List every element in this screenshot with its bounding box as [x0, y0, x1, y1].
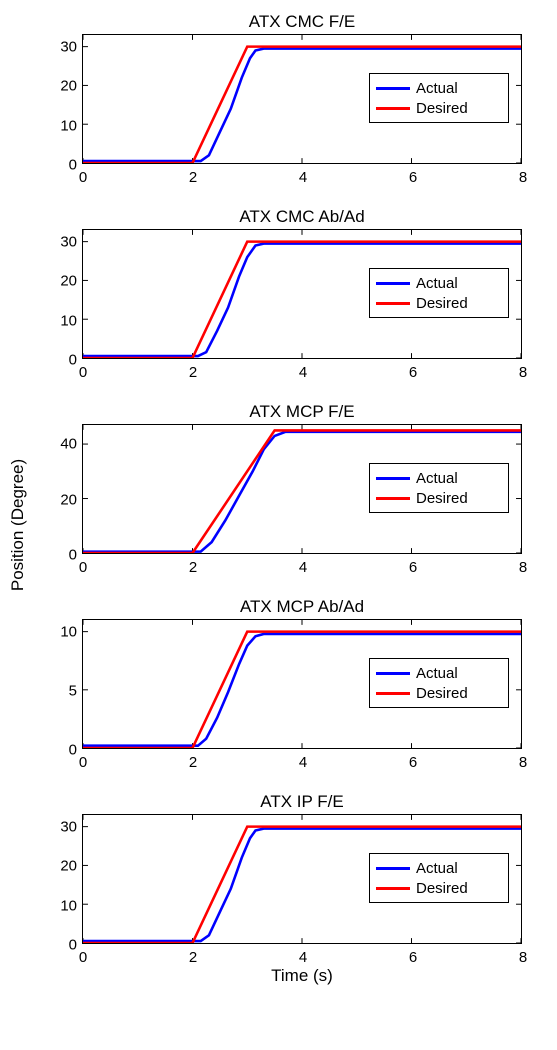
legend: Actual Desired: [369, 73, 509, 123]
legend-row: Actual: [376, 663, 502, 683]
figure: Position (Degree) ATX CMC F/E01020300246…: [0, 0, 557, 1050]
xtick-label: 6: [409, 949, 417, 966]
legend-label: Desired: [416, 685, 468, 702]
legend: Actual Desired: [369, 853, 509, 903]
ytick-label: 5: [69, 682, 77, 699]
panel-2: ATX MCP F/E0204002468ActualDesired: [82, 402, 522, 554]
xtick-label: 2: [189, 364, 197, 381]
legend-label: Desired: [416, 880, 468, 897]
ytick-label: 20: [60, 78, 77, 95]
xtick-label: 2: [189, 754, 197, 771]
legend-label: Desired: [416, 100, 468, 117]
legend-row: Desired: [376, 488, 502, 508]
ytick-label: 40: [60, 436, 77, 453]
xtick-label: 0: [79, 364, 87, 381]
legend-label: Actual: [416, 470, 458, 487]
xtick-label: 4: [299, 949, 307, 966]
legend-swatch: [376, 87, 410, 90]
legend-swatch: [376, 497, 410, 500]
xtick-label: 8: [519, 559, 527, 576]
panel-title: ATX CMC Ab/Ad: [82, 207, 522, 227]
legend-swatch: [376, 692, 410, 695]
xtick-label: 4: [299, 559, 307, 576]
legend-row: Actual: [376, 858, 502, 878]
legend-swatch: [376, 107, 410, 110]
ytick-label: 10: [60, 623, 77, 640]
legend-label: Actual: [416, 275, 458, 292]
legend-row: Desired: [376, 878, 502, 898]
legend: Actual Desired: [369, 268, 509, 318]
legend-row: Desired: [376, 683, 502, 703]
xtick-label: 4: [299, 364, 307, 381]
xtick-label: 6: [409, 559, 417, 576]
ytick-label: 0: [69, 742, 77, 759]
xtick-label: 4: [299, 169, 307, 186]
ytick-label: 20: [60, 491, 77, 508]
ytick-label: 20: [60, 858, 77, 875]
panel-title: ATX IP F/E: [82, 792, 522, 812]
xtick-label: 6: [409, 754, 417, 771]
ytick-label: 0: [69, 547, 77, 564]
plot-area: 010203002468ActualDesired: [82, 229, 522, 359]
legend-label: Actual: [416, 80, 458, 97]
xtick-label: 2: [189, 169, 197, 186]
panel-0: ATX CMC F/E010203002468ActualDesired: [82, 12, 522, 164]
ytick-label: 10: [60, 897, 77, 914]
legend-label: Actual: [416, 665, 458, 682]
panel-title: ATX MCP Ab/Ad: [82, 597, 522, 617]
xtick-label: 8: [519, 949, 527, 966]
plot-area: 0204002468ActualDesired: [82, 424, 522, 554]
legend-row: Actual: [376, 273, 502, 293]
xtick-label: 6: [409, 169, 417, 186]
ytick-label: 0: [69, 352, 77, 369]
ytick-label: 30: [60, 233, 77, 250]
legend-swatch: [376, 672, 410, 675]
x-axis-label: Time (s): [82, 966, 522, 986]
panel-1: ATX CMC Ab/Ad010203002468ActualDesired: [82, 207, 522, 359]
panel-3: ATX MCP Ab/Ad051002468ActualDesired: [82, 597, 522, 749]
xtick-label: 6: [409, 364, 417, 381]
xtick-label: 2: [189, 559, 197, 576]
legend-swatch: [376, 477, 410, 480]
legend-row: Desired: [376, 293, 502, 313]
ytick-label: 10: [60, 117, 77, 134]
legend-swatch: [376, 282, 410, 285]
legend-row: Actual: [376, 468, 502, 488]
panel-title: ATX CMC F/E: [82, 12, 522, 32]
plot-area: 010203002468ActualDesired: [82, 814, 522, 944]
xtick-label: 0: [79, 949, 87, 966]
y-axis-label: Position (Degree): [8, 459, 28, 591]
ytick-label: 30: [60, 818, 77, 835]
ylabel-container: Position (Degree): [8, 0, 28, 1050]
plot-area: 010203002468ActualDesired: [82, 34, 522, 164]
xtick-label: 8: [519, 364, 527, 381]
xtick-label: 4: [299, 754, 307, 771]
ytick-label: 30: [60, 38, 77, 55]
panel-title: ATX MCP F/E: [82, 402, 522, 422]
xtick-label: 0: [79, 559, 87, 576]
xtick-label: 8: [519, 169, 527, 186]
legend-row: Desired: [376, 98, 502, 118]
ytick-label: 20: [60, 273, 77, 290]
legend-swatch: [376, 887, 410, 890]
xtick-label: 0: [79, 169, 87, 186]
xtick-label: 2: [189, 949, 197, 966]
legend: Actual Desired: [369, 658, 509, 708]
legend-swatch: [376, 302, 410, 305]
ytick-label: 10: [60, 312, 77, 329]
ytick-label: 0: [69, 157, 77, 174]
plot-area: 051002468ActualDesired: [82, 619, 522, 749]
legend-label: Desired: [416, 490, 468, 507]
legend: Actual Desired: [369, 463, 509, 513]
panel-4: ATX IP F/E010203002468ActualDesiredTime …: [82, 792, 522, 986]
ytick-label: 0: [69, 937, 77, 954]
xtick-label: 8: [519, 754, 527, 771]
legend-row: Actual: [376, 78, 502, 98]
xtick-label: 0: [79, 754, 87, 771]
legend-swatch: [376, 867, 410, 870]
legend-label: Desired: [416, 295, 468, 312]
legend-label: Actual: [416, 860, 458, 877]
